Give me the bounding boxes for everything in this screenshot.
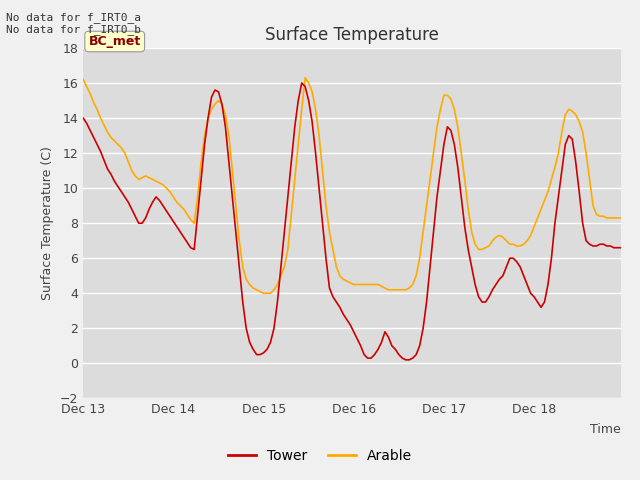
Y-axis label: Surface Temperature (C): Surface Temperature (C): [42, 146, 54, 300]
Text: No data for f_IRT0_a
No data for f_IRT0_b: No data for f_IRT0_a No data for f_IRT0_…: [6, 12, 141, 36]
Text: BC_met: BC_met: [88, 35, 141, 48]
Title: Surface Temperature: Surface Temperature: [265, 25, 439, 44]
Text: Time: Time: [590, 423, 621, 436]
Legend: Tower, Arable: Tower, Arable: [223, 443, 417, 468]
